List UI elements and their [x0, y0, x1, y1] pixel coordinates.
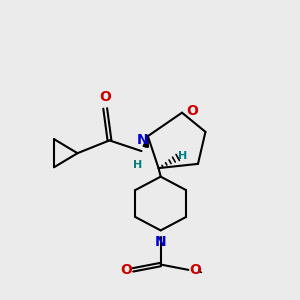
Text: N: N	[155, 235, 167, 249]
Text: O: O	[121, 263, 133, 277]
Text: N: N	[137, 133, 148, 147]
Text: O: O	[99, 90, 111, 104]
Polygon shape	[143, 136, 148, 147]
Text: H: H	[178, 152, 188, 161]
Text: O: O	[189, 263, 201, 277]
Text: O: O	[187, 103, 199, 118]
Text: H: H	[133, 160, 142, 170]
